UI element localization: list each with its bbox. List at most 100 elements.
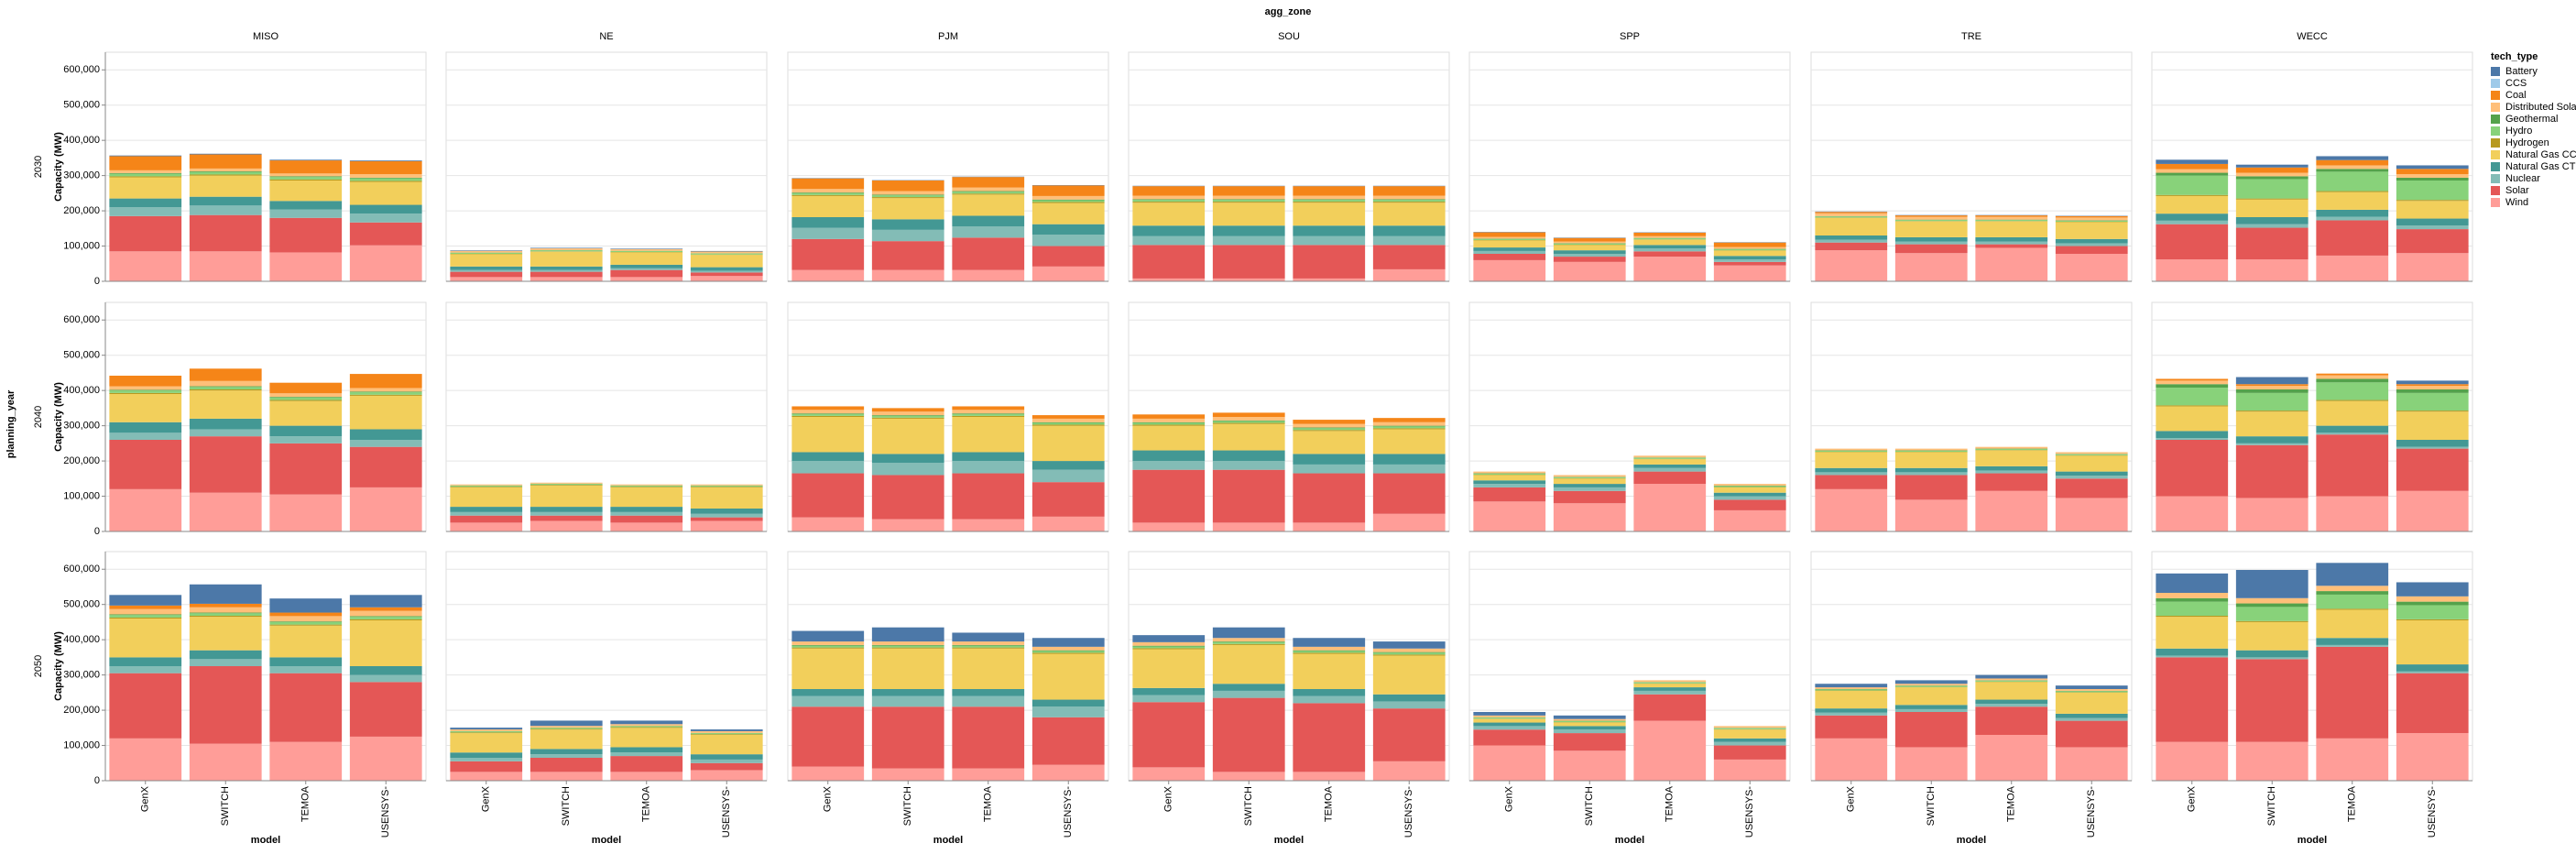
bar-segment xyxy=(2056,691,2128,692)
bar-segment xyxy=(1473,719,1545,723)
bar-segment xyxy=(791,631,864,642)
bar-segment xyxy=(1714,739,1786,742)
bar-segment xyxy=(610,726,682,727)
bar-segment xyxy=(1032,717,1105,765)
bar-segment xyxy=(2056,455,2128,471)
bar-segment xyxy=(350,223,422,246)
bar-segment xyxy=(190,429,262,436)
bar-segment xyxy=(1373,465,1446,474)
bar-segment xyxy=(1032,652,1105,653)
bar-segment xyxy=(872,475,944,519)
bar-segment xyxy=(1132,196,1205,200)
bar-segment xyxy=(1373,641,1446,649)
bar-segment xyxy=(350,447,422,487)
bar-segment xyxy=(2236,389,2309,393)
bar-segment xyxy=(2316,374,2388,376)
bar-segment xyxy=(190,436,262,493)
bar-segment xyxy=(791,452,864,461)
bar-segment xyxy=(1213,236,1285,246)
bar-segment xyxy=(1714,760,1786,781)
zone-header-wecc: WECC xyxy=(2297,31,2328,42)
bar-segment xyxy=(2156,649,2228,656)
bar-segment xyxy=(190,613,262,614)
bar-segment xyxy=(2316,169,2388,171)
bar-segment xyxy=(2396,733,2469,781)
bar-segment xyxy=(2156,742,2228,781)
bar-segment xyxy=(1373,695,1446,702)
bar-segment xyxy=(1032,424,1105,425)
bar-segment xyxy=(952,632,1024,641)
bar-segment xyxy=(952,192,1024,193)
zone-header-miso: MISO xyxy=(253,31,279,42)
bar-segment xyxy=(2396,664,2469,672)
bar-segment xyxy=(2396,174,2469,178)
bar-segment xyxy=(269,622,342,625)
bar-segment xyxy=(350,395,422,396)
bar-segment xyxy=(872,195,944,197)
bar-segment xyxy=(1815,240,1887,243)
bar-segment xyxy=(1132,702,1205,767)
bar-segment xyxy=(1554,238,1626,242)
bar-segment xyxy=(1032,415,1105,419)
y-tick-label: 0 xyxy=(94,775,100,786)
bar-segment xyxy=(109,595,181,606)
bar-segment xyxy=(1975,466,2047,471)
bar-segment xyxy=(1132,186,1205,195)
bar-segment xyxy=(350,611,422,617)
bar-segment xyxy=(1373,199,1446,200)
x-tick-label: USENSYS- xyxy=(1063,786,1074,838)
bar-segment xyxy=(1714,266,1786,281)
bar-segment xyxy=(791,417,864,452)
bar-segment xyxy=(610,720,682,724)
bar-segment xyxy=(2156,497,2228,531)
bar-segment xyxy=(109,489,181,531)
bar-segment xyxy=(1293,199,1365,200)
bar-segment xyxy=(1714,742,1786,746)
bar-segment xyxy=(2236,604,2309,608)
y-tick-label: 300,000 xyxy=(63,421,100,432)
bar-segment xyxy=(872,646,944,648)
bar-segment xyxy=(1373,245,1446,269)
bar-segment xyxy=(1714,497,1786,500)
bar-segment xyxy=(610,248,682,249)
bar-segment xyxy=(350,620,422,666)
bar-segment xyxy=(2396,169,2469,174)
bar-segment xyxy=(2236,742,2309,781)
bar-segment xyxy=(1032,654,1105,700)
legend-swatch xyxy=(2491,162,2500,171)
bar-segment xyxy=(1714,510,1786,531)
bar-segment xyxy=(1714,487,1786,493)
bar-segment xyxy=(350,160,422,161)
bar-segment xyxy=(2156,602,2228,616)
zone-header-tre: TRE xyxy=(1961,31,1981,42)
bar-segment xyxy=(1554,244,1626,245)
legend-label: Hydrogen xyxy=(2505,137,2549,148)
bar-segment xyxy=(190,651,262,660)
bar-segment xyxy=(350,682,422,737)
bar-segment xyxy=(2056,476,2128,478)
bar-segment xyxy=(2156,384,2228,388)
bar-segment xyxy=(691,268,763,271)
bar-segment xyxy=(1132,688,1205,695)
bar-segment xyxy=(1373,514,1446,531)
bar-segment xyxy=(2156,378,2228,380)
bar-segment xyxy=(1132,470,1205,523)
bar-segment xyxy=(530,726,603,728)
bar-segment xyxy=(1975,242,2047,245)
bar-segment xyxy=(190,666,262,744)
legend-swatch xyxy=(2491,115,2500,124)
bar-segment xyxy=(450,486,522,487)
bar-segment xyxy=(2316,638,2388,645)
bar-segment xyxy=(1373,708,1446,761)
bar-segment xyxy=(190,744,262,781)
bar-segment xyxy=(2316,400,2388,401)
bar-segment xyxy=(109,393,181,394)
bar-segment xyxy=(2236,224,2309,228)
bar-segment xyxy=(1293,703,1365,772)
bar-segment xyxy=(109,199,181,208)
bar-segment xyxy=(2156,380,2228,384)
bar-segment xyxy=(1633,458,1706,459)
y-tick-label: 100,000 xyxy=(63,240,100,251)
bar-segment xyxy=(1132,225,1205,236)
